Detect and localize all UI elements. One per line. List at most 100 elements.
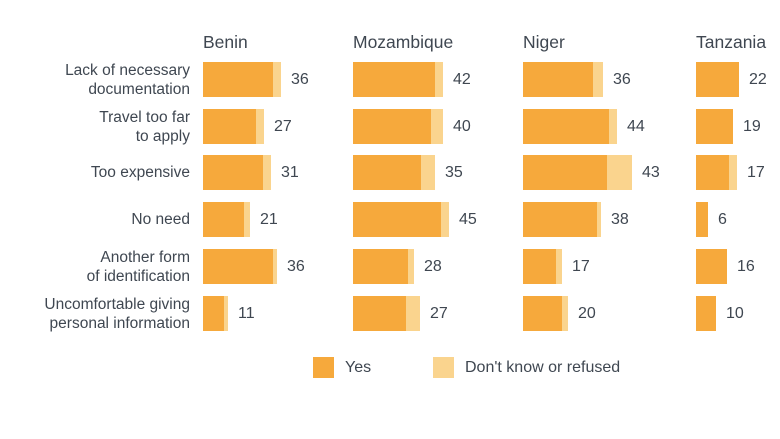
category-label: Uncomfortable giving personal informatio… <box>44 295 190 332</box>
value-label: 36 <box>287 257 305 275</box>
bar-segment-yes <box>353 249 408 284</box>
value-label: 16 <box>737 257 755 275</box>
legend-label-yes: Yes <box>345 358 372 376</box>
value-label: 20 <box>578 304 596 322</box>
bar-group: 31 <box>203 155 299 190</box>
bar-segment-yes <box>523 249 556 284</box>
bar-segment-yes <box>353 296 406 331</box>
bar-segment-dont-know <box>556 249 562 284</box>
legend-label-dont-know: Don't know or refused <box>465 358 621 376</box>
bar-group: 36 <box>523 62 631 97</box>
bar-group: 44 <box>523 109 645 144</box>
bar-segment-yes <box>203 109 256 144</box>
bar-group: 17 <box>696 155 765 190</box>
bar-segment-yes <box>203 155 263 190</box>
legend: Yes Don't know or refused <box>0 357 780 379</box>
value-label: 28 <box>424 257 442 275</box>
bar-group: 17 <box>523 249 590 284</box>
value-label: 11 <box>238 304 255 322</box>
bar-group: 43 <box>523 155 660 190</box>
value-label: 22 <box>749 70 767 88</box>
legend-swatch-yes <box>313 357 334 378</box>
bar-segment-dont-know <box>256 109 264 144</box>
value-label: 42 <box>453 70 471 88</box>
bar-group: 20 <box>523 296 596 331</box>
bar-segment-dont-know <box>729 155 737 190</box>
bar-segment-yes <box>696 155 729 190</box>
value-label: 45 <box>459 210 477 228</box>
value-label: 40 <box>453 117 471 135</box>
category-label: Travel too far to apply <box>99 108 190 145</box>
bar-segment-yes <box>203 296 224 331</box>
bar-group: 28 <box>353 249 442 284</box>
bar-group: 36 <box>203 249 305 284</box>
value-label: 6 <box>718 210 727 228</box>
value-label: 44 <box>627 117 645 135</box>
value-label: 10 <box>726 304 744 322</box>
value-label: 31 <box>281 163 299 181</box>
bar-segment-dont-know <box>273 62 281 97</box>
category-label: Another form of identification <box>86 248 190 285</box>
bar-segment-yes <box>696 62 739 97</box>
bar-segment-yes <box>523 109 609 144</box>
value-label: 36 <box>613 70 631 88</box>
bar-segment-dont-know <box>609 109 617 144</box>
category-label: Lack of necessary documentation <box>65 61 190 98</box>
value-label: 27 <box>430 304 448 322</box>
legend-item-yes: Yes <box>313 357 371 378</box>
bar-segment-yes <box>696 296 716 331</box>
bar-segment-dont-know <box>244 202 250 237</box>
value-label: 36 <box>291 70 309 88</box>
value-label: 43 <box>642 163 660 181</box>
bar-group: 27 <box>203 109 292 144</box>
bar-segment-dont-know <box>421 155 435 190</box>
legend-item-dont-know: Don't know or refused <box>433 357 620 378</box>
bar-segment-yes <box>523 62 593 97</box>
bar-group: 35 <box>353 155 463 190</box>
column-header: Benin <box>203 32 248 52</box>
bar-segment-yes <box>203 62 273 97</box>
bar-segment-dont-know <box>408 249 414 284</box>
bar-segment-dont-know <box>406 296 420 331</box>
bar-segment-yes <box>696 202 708 237</box>
bar-segment-dont-know <box>607 155 632 190</box>
value-label: 21 <box>260 210 278 228</box>
bar-group: 42 <box>353 62 471 97</box>
value-label: 38 <box>611 210 629 228</box>
category-label: No need <box>131 211 190 228</box>
value-label: 19 <box>743 117 761 135</box>
category-label: Too expensive <box>90 164 190 181</box>
value-label: 17 <box>747 163 765 181</box>
bar-segment-dont-know <box>431 109 443 144</box>
value-label: 35 <box>445 163 463 181</box>
bar-group: 22 <box>696 62 767 97</box>
bar-segment-yes <box>523 296 562 331</box>
bar-segment-yes <box>353 62 435 97</box>
bar-segment-yes <box>696 249 727 284</box>
bar-group: 11 <box>203 296 255 331</box>
bar-segment-dont-know <box>562 296 568 331</box>
bar-segment-yes <box>696 109 733 144</box>
bar-segment-dont-know <box>593 62 603 97</box>
bar-group: 19 <box>696 109 761 144</box>
bar-group: 27 <box>353 296 448 331</box>
bar-segment-yes <box>523 155 607 190</box>
bar-segment-yes <box>353 202 441 237</box>
bar-segment-dont-know <box>441 202 449 237</box>
bar-group: 45 <box>353 202 477 237</box>
bar-segment-yes <box>353 155 421 190</box>
bar-group: 40 <box>353 109 471 144</box>
bar-group: 36 <box>203 62 309 97</box>
bar-segment-yes <box>523 202 597 237</box>
bar-segment-dont-know <box>597 202 601 237</box>
value-label: 17 <box>572 257 590 275</box>
column-header: Niger <box>523 32 565 52</box>
bar-segment-dont-know <box>263 155 271 190</box>
column-header: Tanzania <box>696 32 767 52</box>
column-header: Mozambique <box>353 32 454 52</box>
bar-segment-yes <box>203 202 244 237</box>
bar-segment-dont-know <box>273 249 277 284</box>
bar-group: 21 <box>203 202 278 237</box>
bar-group: 16 <box>696 249 755 284</box>
